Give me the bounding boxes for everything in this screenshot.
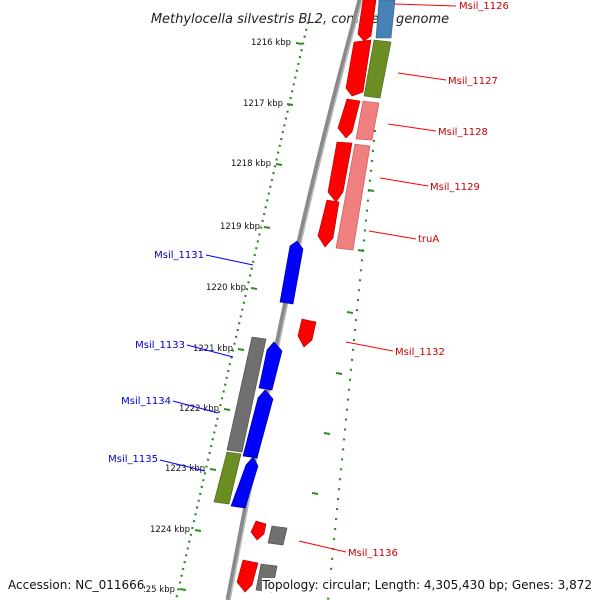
kbp-label: 1225 kbp (135, 585, 175, 595)
label-msil-1128[interactable]: Msil_1128 (438, 127, 488, 138)
gene-trua[interactable] (317, 199, 340, 248)
genome-backbone-shade (229, 0, 363, 600)
label-msil-1133[interactable]: Msil_1133 (135, 340, 185, 351)
kbp-tick (263, 226, 271, 229)
label-msil-1131[interactable]: Msil_1131 (154, 250, 204, 261)
gene-msil-1128-feature[interactable] (355, 100, 380, 141)
gene-msil-1136[interactable] (250, 520, 267, 541)
gene-labels: Msil_1126 Msil_1127 Msil_1128 Msil_1129 … (108, 1, 509, 559)
kbp-label: 1223 kbp (165, 464, 205, 474)
label-msil-1129[interactable]: Msil_1129 (430, 182, 480, 193)
kbp-tick (295, 42, 303, 45)
kbp-label: 1221 kbp (193, 344, 233, 354)
outer-ruler-ticks (311, 189, 375, 495)
kbp-tick (237, 348, 245, 351)
kbp-label: 1219 kbp (220, 222, 260, 232)
gene-msil-1126[interactable] (357, 0, 377, 42)
gene-msil-1131[interactable] (279, 240, 304, 305)
kbp-tick (194, 529, 202, 532)
kbp-label: 1218 kbp (231, 159, 271, 169)
gene-bottom-red[interactable] (236, 559, 259, 593)
gene-msil-1132[interactable] (297, 318, 317, 348)
kbp-tick (286, 103, 294, 106)
label-msil-1126[interactable]: Msil_1126 (459, 1, 509, 12)
kbp-label: 1220 kbp (206, 283, 246, 293)
kbp-scale: 1216 kbp 1217 kbp 1218 kbp 1219 kbp 1220… (135, 38, 303, 595)
kbp-tick (209, 468, 217, 471)
gene-msil-1128[interactable] (337, 98, 361, 139)
label-msil-1135[interactable]: Msil_1135 (108, 454, 158, 465)
gene-msil-1134[interactable] (242, 389, 274, 459)
map-title: Methylocella silvestris BL2, complete ge… (151, 12, 449, 27)
label-trua[interactable]: truA (418, 234, 439, 245)
gene-msil-1136-feature[interactable] (267, 525, 288, 546)
gene-msil-1127[interactable] (345, 39, 372, 97)
accession-text: Accession: NC_011666 (8, 578, 145, 592)
gene-msil-1129-feature[interactable] (335, 143, 371, 251)
gene-msil-1133-feature[interactable] (226, 336, 267, 453)
gene-msil-1135[interactable] (230, 456, 259, 509)
kbp-tick (179, 588, 187, 591)
label-msil-1127[interactable]: Msil_1127 (448, 76, 498, 87)
gene-msil-1129[interactable] (327, 141, 353, 203)
gene-msil-1126-feature[interactable] (375, 0, 396, 39)
kbp-tick (275, 163, 283, 166)
plus-strand-genes (236, 0, 396, 593)
gene-msil-1133[interactable] (258, 341, 283, 391)
minus-strand-genes (213, 240, 304, 509)
kbp-label: 1224 kbp (150, 525, 190, 535)
label-msil-1136[interactable]: Msil_1136 (348, 548, 398, 559)
kbp-tick (223, 408, 231, 411)
label-msil-1134[interactable]: Msil_1134 (121, 396, 171, 407)
gene-msil-1127-feature[interactable] (363, 39, 392, 99)
inner-ruler-track (174, 21, 310, 600)
kbp-label: 1216 kbp (251, 38, 291, 48)
kbp-label: 1222 kbp (179, 404, 219, 414)
kbp-tick (250, 287, 258, 290)
genome-stats-text: Topology: circular; Length: 4,305,430 bp… (262, 578, 592, 592)
label-msil-1132[interactable]: Msil_1132 (395, 347, 445, 358)
gene-msil-1135-feature[interactable] (213, 451, 242, 505)
ruler-tracks (174, 21, 377, 600)
kbp-label: 1217 kbp (243, 99, 283, 109)
leader-lines (159, 3, 457, 553)
